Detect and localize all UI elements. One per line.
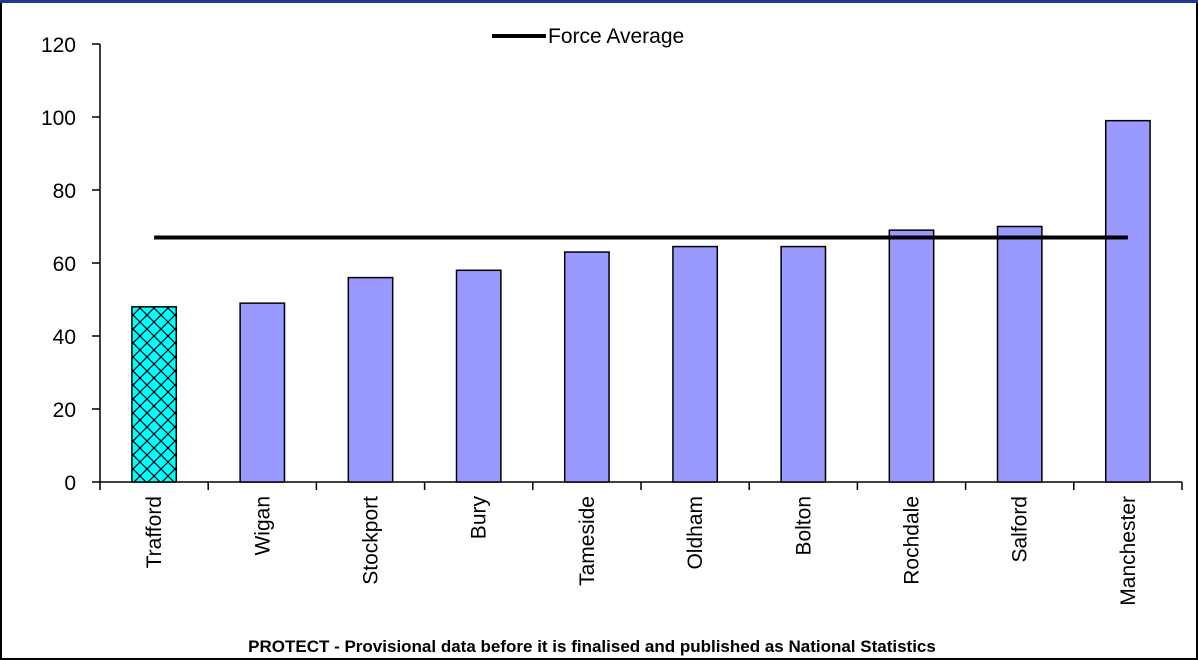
x-axis: Trafford Wigan Stockport Bury Tameside Oldham… bbox=[99, 481, 1183, 606]
bar-bolton bbox=[780, 245, 827, 483]
x-tick-label: Wigan bbox=[251, 496, 274, 556]
bar-trafford bbox=[131, 306, 178, 483]
y-tick-label: 40 bbox=[53, 326, 76, 349]
bar-salford bbox=[996, 225, 1043, 483]
bar-wigan bbox=[239, 302, 286, 483]
legend-label-force-average: Force Average bbox=[548, 25, 684, 48]
y-tick-label: 0 bbox=[64, 472, 76, 495]
x-tick-label: Oldham bbox=[684, 496, 707, 570]
x-tick-label: Rochdale bbox=[901, 496, 924, 585]
y-tick-label: 20 bbox=[53, 399, 76, 422]
bar-manchester bbox=[1104, 119, 1151, 483]
y-tick-label: 80 bbox=[53, 180, 76, 203]
x-tick-label: Salford bbox=[1009, 496, 1032, 563]
bars bbox=[131, 119, 1151, 483]
x-tick-label: Stockport bbox=[360, 496, 383, 585]
y-axis: 0 20 40 60 80 100 120 bbox=[41, 34, 101, 495]
y-tick-label: 60 bbox=[53, 253, 76, 276]
x-tick-label: Manchester bbox=[1117, 496, 1140, 606]
x-tick-label: Trafford bbox=[143, 496, 166, 568]
x-tick-label: Tameside bbox=[576, 496, 599, 586]
y-tick-label: 100 bbox=[41, 107, 76, 130]
x-tick-label: Bolton bbox=[792, 496, 815, 556]
bar-stockport bbox=[347, 276, 394, 483]
bar-oldham bbox=[672, 245, 719, 483]
bar-bury bbox=[455, 269, 502, 483]
legend: Force Average bbox=[492, 25, 684, 48]
footnote: PROTECT - Provisional data before it is … bbox=[248, 637, 936, 656]
bar-tameside bbox=[563, 251, 610, 483]
y-tick-label: 120 bbox=[41, 34, 76, 57]
x-tick-label: Bury bbox=[468, 496, 491, 540]
bar-rochdale bbox=[888, 229, 935, 483]
